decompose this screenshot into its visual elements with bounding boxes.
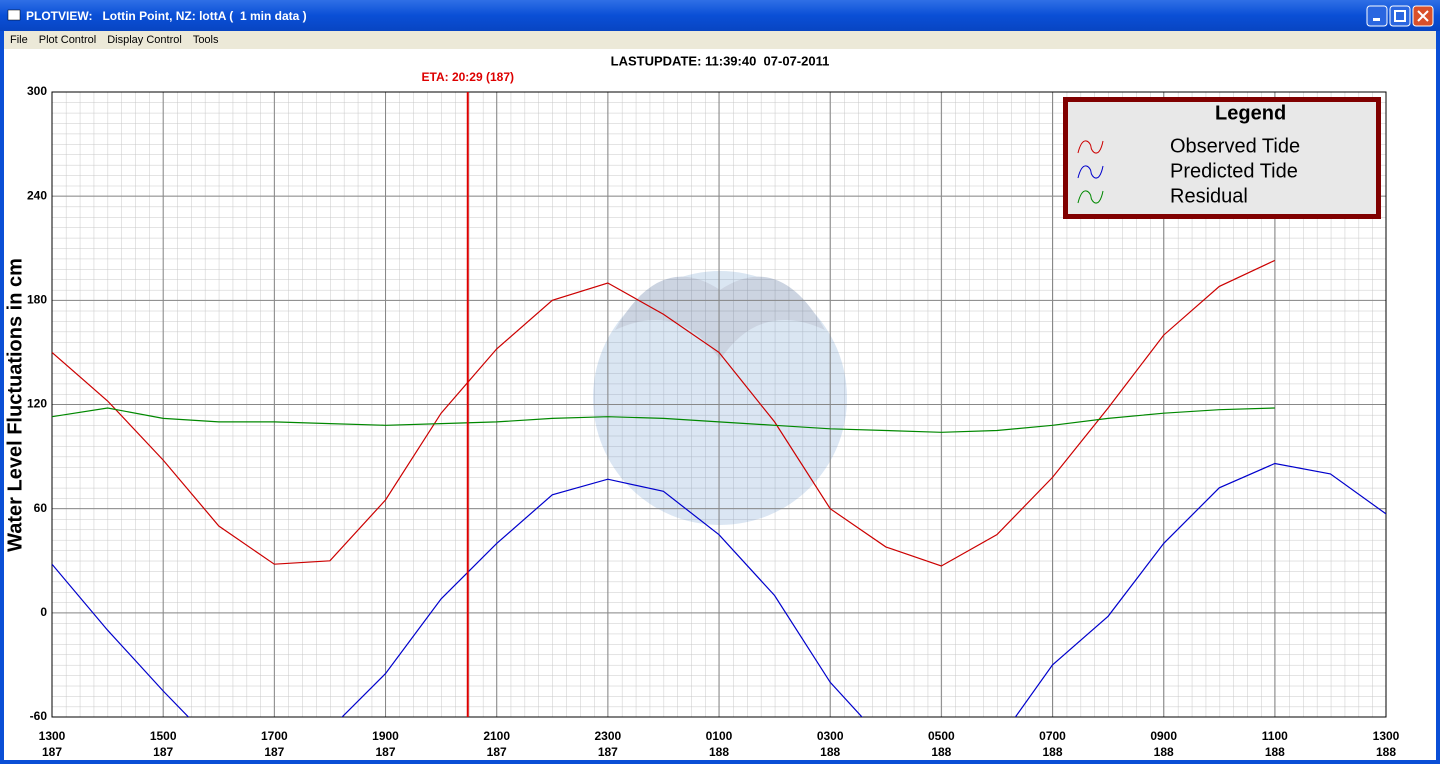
legend-label: Residual [1170,185,1248,207]
chart: LASTUPDATE: 11:39:40 07-07-2011 Water Le… [4,53,1400,759]
legend-label: Observed Tide [1170,135,1300,157]
title-bar [0,0,1440,31]
menu-item[interactable]: Display Control [107,34,182,46]
x-tick-label: 1900 [372,729,399,743]
x-tick-label: 1500 [150,729,177,743]
minimize-icon [1373,18,1380,21]
x-tick-label: 0500 [928,729,955,743]
legend-box [1063,97,1381,219]
y-axis-label: Water Level Fluctuations in cm [4,258,26,552]
x-tick-label: 1300 [1373,729,1400,743]
menu-item[interactable]: Tools [193,34,219,46]
x-tick-label: 0100 [706,729,733,743]
x-tick-label: 188 [1265,745,1285,759]
x-tick-label: 187 [42,745,62,759]
x-tick-label: 0300 [817,729,844,743]
y-tick-label: -60 [30,709,48,723]
x-tick-label: 187 [375,745,395,759]
x-tick-label: 187 [153,745,173,759]
x-tick-label: 188 [709,745,729,759]
x-tick-label: 187 [487,745,507,759]
menu-bar [4,31,1436,49]
menu-item[interactable]: Plot Control [39,34,96,46]
x-tick-label: 188 [820,745,840,759]
y-tick-label: 0 [40,605,47,619]
x-tick-label: 187 [264,745,284,759]
x-tick-label: 188 [1376,745,1396,759]
window-controls [1366,5,1434,27]
app-icon [7,9,21,21]
x-tick-label: 188 [931,745,951,759]
chart-title: LASTUPDATE: 11:39:40 07-07-2011 [611,53,830,68]
menu-item[interactable]: File [10,34,28,46]
minimize-button[interactable] [1366,5,1388,27]
close-icon [1417,10,1429,22]
plot-frame [51,91,1387,718]
y-tick-label: 180 [27,293,47,307]
x-tick-label: 187 [598,745,618,759]
legend-title: Legend [1215,102,1286,124]
y-tick-label: 240 [27,188,47,202]
x-tick-label: 1100 [1262,729,1288,743]
legend-swatch [1077,140,1104,154]
x-tick-label: 0900 [1150,729,1177,743]
watermark [593,271,847,525]
x-tick-label: 1700 [261,729,288,743]
y-tick-label: 120 [27,397,47,411]
legend-label: Predicted Tide [1170,160,1298,182]
series-line [52,462,1386,717]
series-line [52,259,1276,567]
menu-items: File Plot Control Display Control Tools [10,34,219,46]
x-tick-label: 2300 [594,729,621,743]
eta-label: ETA: 20:29 (187) [422,70,514,84]
series-line [52,407,1275,433]
x-tick-label: 1300 [39,729,66,743]
legend-swatch [1077,165,1104,179]
window-title: PLOTVIEW: Lottin Point, NZ: lottA ( 1 mi… [26,9,307,23]
x-tick-label: 2100 [483,729,510,743]
x-tick-label: 188 [1042,745,1062,759]
y-tick-label: 300 [27,84,47,98]
x-tick-label: 0700 [1039,729,1066,743]
maximize-button[interactable] [1389,5,1411,27]
maximize-icon [1394,10,1406,22]
y-tick-label: 60 [34,501,48,515]
legend-swatch [1077,190,1104,204]
x-tick-label: 188 [1154,745,1174,759]
